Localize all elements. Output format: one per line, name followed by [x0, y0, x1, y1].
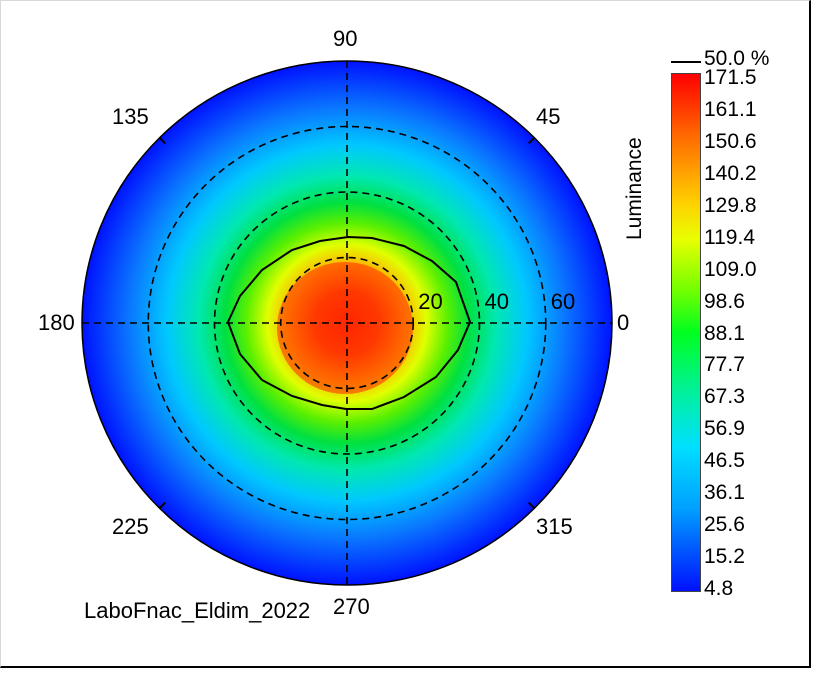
colorbar-tick-label: 171.5 — [704, 66, 757, 89]
colorbar-tick-label: 56.9 — [704, 417, 745, 441]
luminance-contour — [226, 235, 472, 410]
colorbar-tick-label: 140.2 — [704, 161, 757, 185]
azimuth-label-180: 180 — [38, 310, 75, 335]
azimuth-label-270: 270 — [333, 594, 370, 619]
azimuth-tick-135 — [158, 137, 166, 145]
colorbar-tick-label: 129.8 — [704, 193, 757, 217]
colorbar-tick-label: 161.1 — [704, 97, 757, 121]
azimuth-label-225: 225 — [112, 514, 149, 539]
azimuth-tick-225 — [158, 501, 166, 509]
colorbar-tick-label: 25.6 — [704, 513, 745, 537]
radial-label-20: 20 — [418, 289, 443, 314]
figure-caption: LaboFnac_Eldim_2022 — [84, 598, 311, 623]
azimuth-tick-45 — [528, 137, 536, 145]
contour-key-label: 50.0 % — [704, 47, 770, 70]
azimuth-label-45: 45 — [536, 104, 561, 129]
azimuth-label-0: 0 — [617, 310, 630, 335]
colorbar-tick-label: 4.8 — [704, 577, 734, 600]
colorbar-tick-label: 77.7 — [704, 353, 745, 377]
contour-key-line — [671, 61, 701, 63]
colorbar-tick-label: 36.1 — [704, 481, 745, 505]
colorbar-tick-label: 46.5 — [704, 449, 745, 473]
colorbar-tick-label: 98.6 — [704, 289, 745, 313]
azimuth-tick-315 — [528, 501, 536, 509]
colorbar-tick-label: 67.3 — [704, 385, 745, 409]
colorbar-tick-label: 88.1 — [704, 321, 745, 345]
radial-label-40: 40 — [484, 289, 509, 314]
colorbar-title: Luminance — [623, 137, 646, 240]
colorbar — [671, 73, 701, 592]
colorbar-tick-label: 109.0 — [704, 257, 757, 281]
colorbar-tick-label: 15.2 — [704, 545, 745, 569]
azimuth-label-135: 135 — [112, 104, 149, 129]
azimuth-label-315: 315 — [536, 514, 573, 539]
colorbar-tick-label: 119.4 — [704, 225, 755, 249]
radial-label-60: 60 — [550, 289, 576, 314]
colorbar-tick-label: 150.6 — [704, 129, 757, 153]
luminance-core — [277, 262, 413, 394]
azimuth-label-90: 90 — [333, 26, 358, 51]
